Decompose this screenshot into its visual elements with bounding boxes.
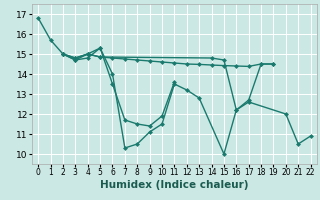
X-axis label: Humidex (Indice chaleur): Humidex (Indice chaleur)	[100, 180, 249, 190]
